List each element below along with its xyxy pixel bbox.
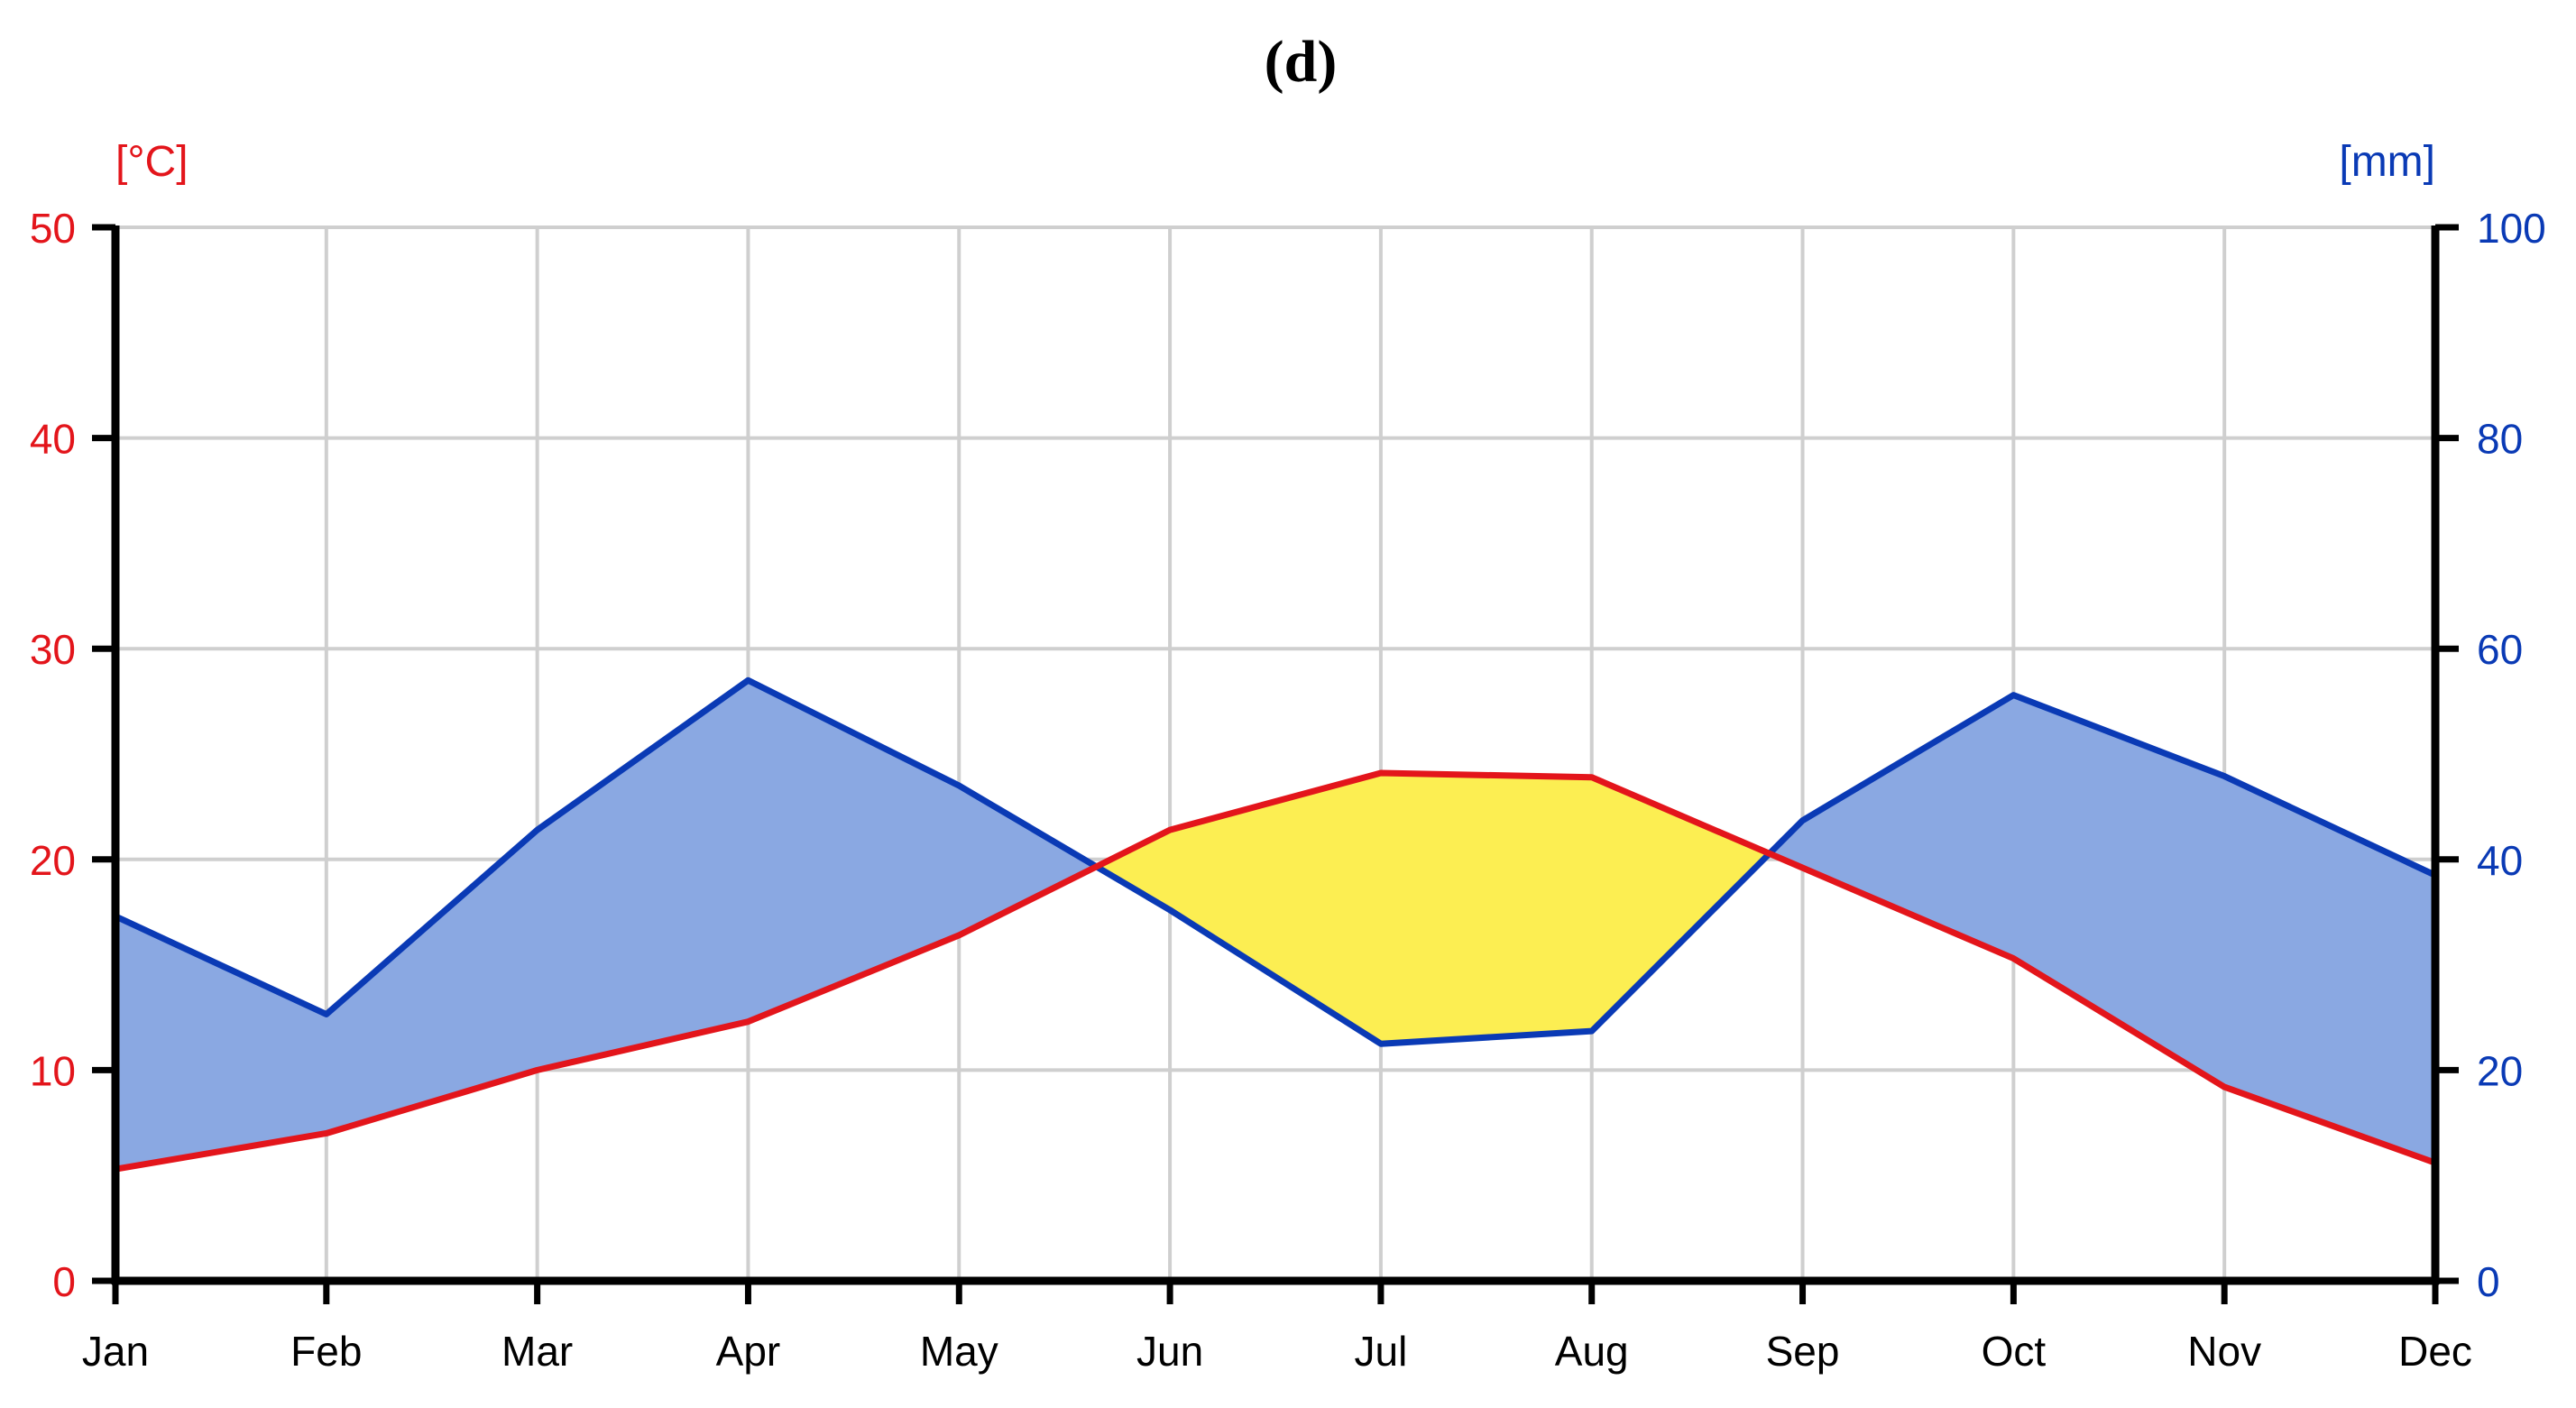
x-axis-tick-label: Mar (501, 1328, 573, 1375)
x-axis-tick-label: Nov (2187, 1328, 2261, 1375)
left-axis-tick-label: 10 (30, 1047, 76, 1094)
left-axis-tick-label: 40 (30, 416, 76, 463)
x-axis-tick-label: Feb (290, 1328, 362, 1375)
x-axis-tick-label: Dec (2398, 1328, 2472, 1375)
right-axis-tick-label: 60 (2477, 626, 2523, 673)
humid-period-area (2223, 775, 2436, 1164)
humid-period-area (326, 828, 538, 1135)
tick-labels: 0 10 20 30 40 50 0 20 40 60 80 100 Jan Feb Mar Apr May Ju… (30, 205, 2546, 1375)
humid-period-area (1802, 694, 2014, 960)
x-axis-tick-label: Apr (716, 1328, 781, 1375)
humid-period-area (2012, 694, 2225, 1088)
left-axis-tick-label: 50 (30, 205, 76, 252)
left-axis-tick-label: 0 (52, 1258, 76, 1305)
x-axis-tick-label: May (920, 1328, 998, 1375)
left-axis-tick-label: 30 (30, 626, 76, 673)
arid-period-area (1169, 772, 1382, 1045)
area-fills (115, 679, 2436, 1170)
temperature-line (115, 769, 2437, 1173)
right-axis-tick-label: 40 (2477, 837, 2523, 884)
x-axis-tick-label: Sep (1766, 1328, 1840, 1375)
right-axis-tick-label: 80 (2477, 416, 2523, 463)
arid-period-area (1380, 772, 1593, 1044)
right-axis-unit-label: [mm] (2339, 138, 2435, 186)
humid-period-area (537, 679, 749, 1072)
left-axis-unit-label: [°C] (115, 138, 189, 186)
right-axis-tick-label: 100 (2477, 205, 2546, 252)
humid-period-area (115, 916, 327, 1170)
humid-period-area (958, 785, 1098, 936)
precipitation-line (114, 676, 2437, 1047)
x-axis-tick-label: Jan (82, 1328, 149, 1375)
x-axis-tick-label: Jul (1355, 1328, 1408, 1375)
x-axis-tick-label: Aug (1555, 1328, 1629, 1375)
axes (92, 224, 2459, 1304)
left-axis-tick-label: 20 (30, 837, 76, 884)
series-lines (114, 676, 2437, 1173)
right-axis-tick-label: 0 (2477, 1258, 2500, 1305)
x-axis-tick-label: Oct (1982, 1328, 2047, 1375)
x-axis-tick-label: Jun (1136, 1328, 1203, 1375)
panel-label: (d) (1265, 29, 1338, 95)
right-axis-tick-label: 20 (2477, 1047, 2523, 1094)
